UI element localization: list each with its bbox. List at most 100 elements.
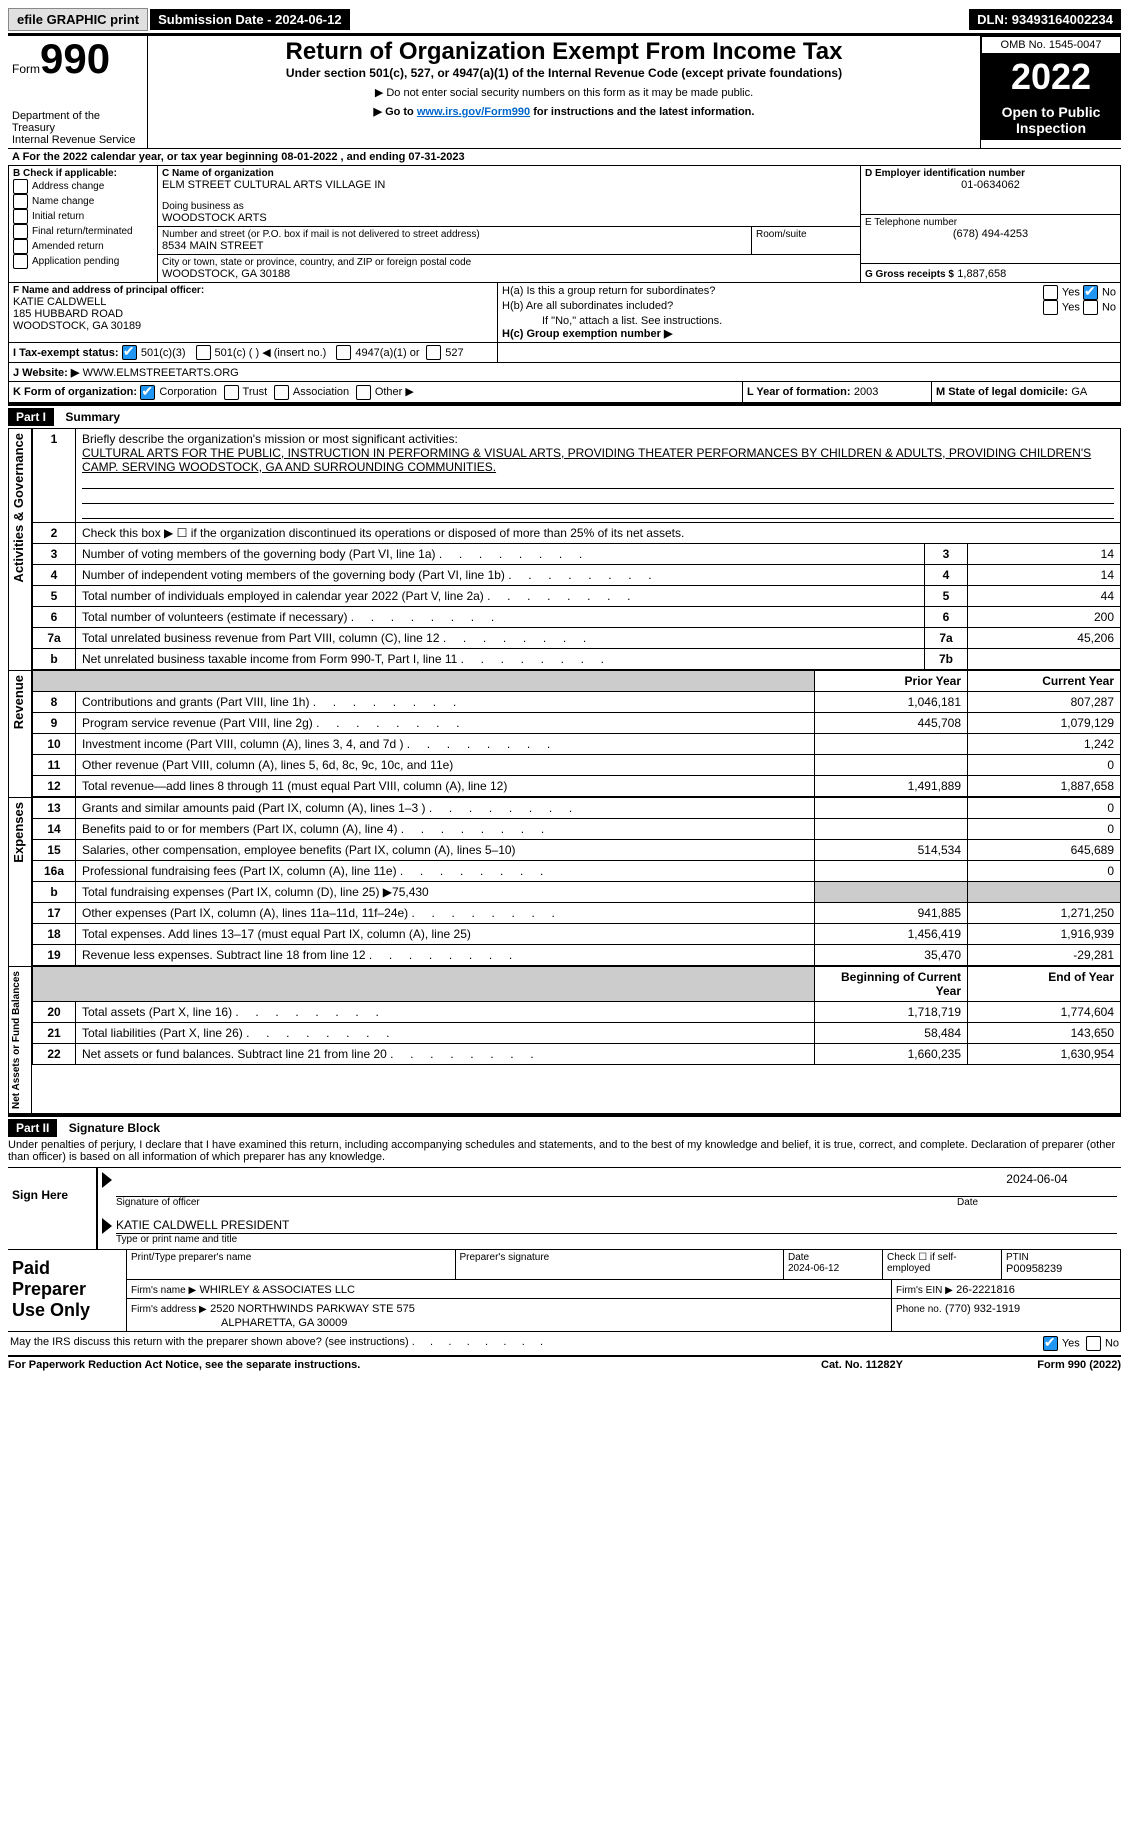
other-org-checkbox[interactable] bbox=[356, 385, 371, 400]
application-pending-checkbox[interactable] bbox=[13, 254, 28, 269]
officer-printed-name: KATIE CALDWELL PRESIDENT bbox=[116, 1218, 1117, 1234]
ssn-warning: ▶ Do not enter social security numbers o… bbox=[152, 86, 976, 99]
line5-value: 44 bbox=[968, 585, 1121, 606]
preparer-phone: (770) 932-1919 bbox=[945, 1303, 1020, 1315]
revenue-section: Revenue Prior YearCurrent Year 8Contribu… bbox=[8, 671, 1121, 798]
line6-value: 200 bbox=[968, 606, 1121, 627]
officer-group-block: F Name and address of principal officer:… bbox=[8, 283, 1121, 343]
group-return-label: H(a) Is this a group return for subordin… bbox=[502, 285, 1043, 300]
gross-receipts-label: G Gross receipts $ bbox=[865, 269, 954, 280]
goto-prefix: ▶ Go to bbox=[374, 106, 417, 118]
website-row: J Website: ▶ WWW.ELMSTREETARTS.ORG bbox=[8, 363, 1121, 382]
line7a-value: 45,206 bbox=[968, 627, 1121, 648]
hb-yes-checkbox[interactable] bbox=[1043, 300, 1058, 315]
net-assets-side-label: Net Assets or Fund Balances bbox=[9, 967, 24, 1113]
omb-number: OMB No. 1545-0047 bbox=[981, 36, 1121, 54]
entity-block: B Check if applicable: Address change Na… bbox=[8, 166, 1121, 283]
tax-year: 2022 bbox=[981, 54, 1121, 100]
efile-print-button[interactable]: efile GRAPHIC print bbox=[8, 8, 148, 31]
paid-preparer-label: Paid Preparer Use Only bbox=[8, 1250, 126, 1331]
type-name-label: Type or print name and title bbox=[116, 1234, 237, 1245]
city-value: WOODSTOCK, GA 30188 bbox=[162, 268, 856, 280]
activities-side-label: Activities & Governance bbox=[9, 429, 28, 587]
expenses-section: Expenses 13Grants and similar amounts pa… bbox=[8, 798, 1121, 967]
penalty-text: Under penalties of perjury, I declare th… bbox=[8, 1139, 1121, 1168]
form-label: Form bbox=[12, 62, 40, 76]
street-value: 8534 MAIN STREET bbox=[162, 240, 747, 252]
part1-header: Part I bbox=[8, 408, 54, 426]
cat-no: Cat. No. 11282Y bbox=[821, 1359, 981, 1371]
sig-date-label: Date bbox=[957, 1197, 1117, 1208]
firm-name: WHIRLEY & ASSOCIATES LLC bbox=[200, 1284, 355, 1296]
sig-date: 2024-06-04 bbox=[957, 1172, 1117, 1197]
dba-name: WOODSTOCK ARTS bbox=[162, 212, 856, 224]
form-ref: Form 990 (2022) bbox=[981, 1359, 1121, 1371]
org-name-label: C Name of organization bbox=[162, 168, 856, 179]
hb-note: If "No," attach a list. See instructions… bbox=[502, 315, 1116, 327]
trust-checkbox[interactable] bbox=[224, 385, 239, 400]
city-label: City or town, state or province, country… bbox=[162, 257, 856, 268]
prior-year-header: Prior Year bbox=[815, 671, 968, 692]
current-year-header: Current Year bbox=[968, 671, 1121, 692]
goto-suffix: for instructions and the latest informat… bbox=[530, 106, 754, 118]
ein-label: D Employer identification number bbox=[865, 168, 1116, 179]
org-form-row: K Form of organization: Corporation Trus… bbox=[8, 382, 1121, 402]
group-exemption-label: H(c) Group exemption number ▶ bbox=[502, 327, 1116, 340]
ptin-value: P00958239 bbox=[1006, 1263, 1116, 1275]
501c3-checkbox[interactable] bbox=[122, 345, 137, 360]
top-toolbar: efile GRAPHIC print Submission Date - 20… bbox=[8, 8, 1121, 31]
sign-here-label: Sign Here bbox=[8, 1168, 96, 1249]
part2-header: Part II bbox=[8, 1119, 57, 1137]
open-to-public: Open to Public Inspection bbox=[981, 100, 1121, 140]
room-suite-label: Room/suite bbox=[756, 229, 856, 240]
part1-title: Summary bbox=[65, 410, 120, 424]
eoy-header: End of Year bbox=[968, 967, 1121, 1002]
ha-yes-checkbox[interactable] bbox=[1043, 285, 1058, 300]
year-formation: 2003 bbox=[854, 386, 878, 398]
revenue-side-label: Revenue bbox=[9, 671, 28, 733]
ha-no-checkbox[interactable] bbox=[1083, 285, 1098, 300]
net-assets-section: Net Assets or Fund Balances Beginning of… bbox=[8, 967, 1121, 1114]
initial-return-checkbox[interactable] bbox=[13, 209, 28, 224]
corporation-checkbox[interactable] bbox=[140, 385, 155, 400]
instructions-link[interactable]: www.irs.gov/Form990 bbox=[417, 106, 530, 118]
box-b-title: B Check if applicable: bbox=[13, 168, 153, 179]
page-footer: For Paperwork Reduction Act Notice, see … bbox=[8, 1357, 1121, 1371]
address-change-checkbox[interactable] bbox=[13, 179, 28, 194]
street-label: Number and street (or P.O. box if mail i… bbox=[162, 229, 747, 240]
form-subtitle: Under section 501(c), 527, or 4947(a)(1)… bbox=[152, 66, 976, 80]
irs-label: Internal Revenue Service bbox=[12, 134, 143, 146]
amended-return-checkbox[interactable] bbox=[13, 239, 28, 254]
tax-exempt-row: I Tax-exempt status: 501(c)(3) 501(c) ( … bbox=[8, 343, 1121, 363]
hb-no-checkbox[interactable] bbox=[1083, 300, 1098, 315]
final-return-checkbox[interactable] bbox=[13, 224, 28, 239]
discuss-no-checkbox[interactable] bbox=[1086, 1336, 1101, 1351]
tax-period-line: A For the 2022 calendar year, or tax yea… bbox=[8, 149, 1121, 166]
officer-addr1: 185 HUBBARD ROAD bbox=[13, 308, 493, 320]
discuss-row: May the IRS discuss this return with the… bbox=[8, 1332, 1121, 1357]
ein-value: 01-0634062 bbox=[865, 179, 1116, 191]
part2-title: Signature Block bbox=[69, 1121, 160, 1135]
501c-checkbox[interactable] bbox=[196, 345, 211, 360]
name-change-checkbox[interactable] bbox=[13, 194, 28, 209]
mission-label: Briefly describe the organization's miss… bbox=[82, 432, 1114, 446]
form-title: Return of Organization Exempt From Incom… bbox=[152, 38, 976, 66]
sig-officer-label: Signature of officer bbox=[116, 1197, 957, 1208]
4947-checkbox[interactable] bbox=[336, 345, 351, 360]
website-value: WWW.ELMSTREETARTS.ORG bbox=[83, 367, 239, 379]
pra-notice: For Paperwork Reduction Act Notice, see … bbox=[8, 1359, 821, 1371]
line3-value: 14 bbox=[968, 543, 1121, 564]
dba-label: Doing business as bbox=[162, 201, 856, 212]
association-checkbox[interactable] bbox=[274, 385, 289, 400]
form-header: Form990 Department of the Treasury Inter… bbox=[8, 36, 1121, 149]
527-checkbox[interactable] bbox=[426, 345, 441, 360]
signature-arrow-icon bbox=[102, 1218, 112, 1234]
signature-arrow-icon bbox=[102, 1172, 112, 1188]
gross-receipts-value: 1,887,658 bbox=[957, 268, 1006, 280]
expenses-side-label: Expenses bbox=[9, 798, 28, 867]
phone-label: E Telephone number bbox=[865, 217, 1116, 228]
discuss-yes-checkbox[interactable] bbox=[1043, 1336, 1058, 1351]
bcy-header: Beginning of Current Year bbox=[815, 967, 968, 1002]
officer-name: KATIE CALDWELL bbox=[13, 296, 493, 308]
line4-value: 14 bbox=[968, 564, 1121, 585]
